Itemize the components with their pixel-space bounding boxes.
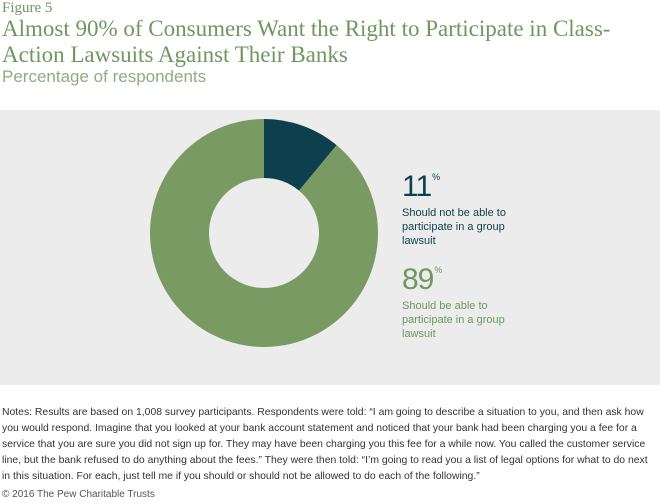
- legend-value-should: 89: [402, 263, 434, 296]
- legend-item-should-not: 11% Should not be able to participate in…: [402, 172, 512, 248]
- legend-label-should: Should be able to participate in a group…: [402, 300, 505, 340]
- legend-item-should: 89% Should be able to participate in a g…: [402, 265, 512, 341]
- legend-value-should-not: 11: [402, 170, 432, 203]
- copyright: © 2016 The Pew Charitable Trusts: [2, 489, 155, 500]
- chart-panel: 11% Should not be able to participate in…: [0, 110, 660, 385]
- chart-title: Almost 90% of Consumers Want the Right t…: [2, 16, 611, 67]
- slice-should: [150, 119, 378, 347]
- slice-should-not: [264, 119, 337, 191]
- legend-unit-should: %: [434, 265, 443, 275]
- chart-subtitle: Percentage of respondents: [2, 67, 207, 86]
- figure-label: Figure 5: [2, 0, 53, 16]
- legend-unit-should-not: %: [432, 172, 441, 182]
- donut-chart: [150, 119, 378, 347]
- legend-label-should-not: Should not be able to participate in a g…: [402, 207, 506, 247]
- notes: Notes: Results are based on 1,008 survey…: [2, 407, 648, 482]
